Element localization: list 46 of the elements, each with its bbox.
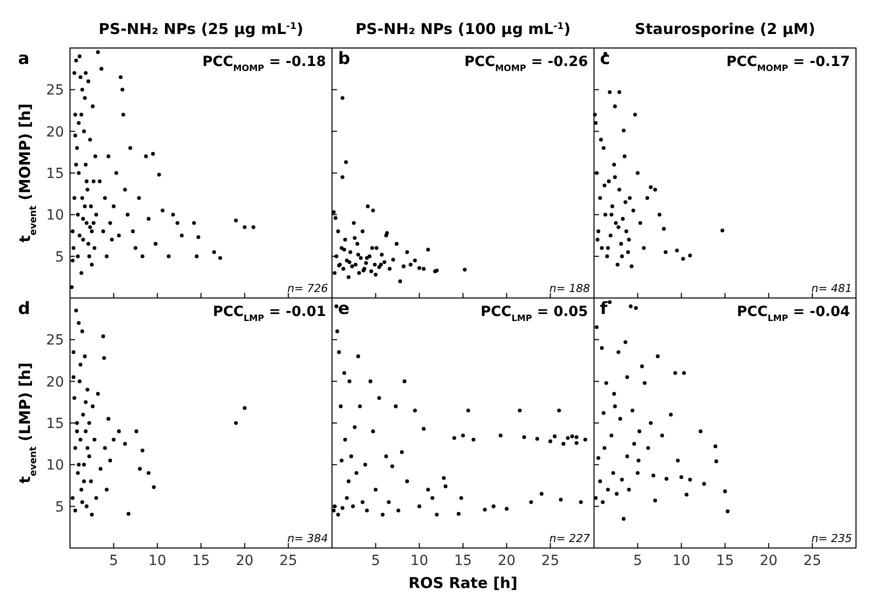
y-tick-label: 10 [46, 458, 64, 474]
annotation: n= 227 [549, 532, 590, 545]
chart-title: Staurosporine (2 µM) [634, 20, 816, 38]
y-tick-label: 5 [55, 249, 64, 266]
x-tick-label: 25 [803, 553, 822, 569]
y-tick-label: 20 [46, 124, 64, 140]
y-tick-label: 15 [46, 166, 64, 182]
annotation: n= 235 [811, 532, 852, 545]
x-axis-title: ROS Rate [h] [408, 574, 518, 592]
y-tick-label: 20 [46, 374, 64, 390]
x-tick-label: 5 [109, 553, 118, 569]
text: a [18, 49, 30, 69]
y-tick-label: 15 [46, 416, 64, 432]
x-tick-label: 20 [498, 553, 516, 569]
x-tick-label: 10 [672, 553, 690, 569]
y-tick-label: 5 [55, 499, 64, 516]
annotation: n= 481 [811, 282, 852, 295]
annotation: PCC$_{LMP}$ = 0.05 [480, 304, 588, 324]
annotation: e [338, 299, 350, 319]
text: d [18, 299, 30, 319]
y-tick-label: 10 [46, 208, 64, 224]
x-tick-label: 5 [633, 553, 642, 569]
annotation: b [338, 49, 350, 69]
annotation: n= 726 [287, 282, 328, 295]
annotation: PCC$_{LMP}$ = -0.01 [212, 304, 326, 324]
x-tick-label: 15 [716, 553, 734, 569]
x-tick-label: 10 [148, 553, 166, 569]
annotation: n= 188 [549, 282, 590, 295]
x-tick-label: 20 [236, 553, 254, 569]
x-tick-label: 20 [760, 553, 778, 569]
annotation: n= 384 [287, 532, 328, 545]
x-tick-label: 15 [192, 553, 210, 569]
annotation: f [600, 299, 608, 319]
annotation: PCC$_{MOMP}$ = -0.26 [464, 54, 588, 74]
x-tick-label: 25 [541, 553, 560, 569]
y-tick-label: 25 [46, 332, 64, 349]
y-tick-label: 25 [46, 82, 64, 99]
x-tick-label: 5 [371, 553, 380, 569]
annotation: PCC$_{MOMP}$ = -0.18 [202, 54, 326, 74]
x-tick-label: 15 [454, 553, 472, 569]
x-tick-label: 10 [410, 553, 428, 569]
x-tick-label: 25 [279, 553, 298, 569]
chart-title: PS-NH₂ NPs (25 µg mL$^{-1}$) [98, 20, 304, 38]
annotation: PCC$_{LMP}$ = -0.04 [736, 304, 850, 324]
annotation: PCC$_{MOMP}$ = -0.17 [726, 54, 850, 74]
chart-title: PS-NH₂ NPs (100 µg mL$^{-1}$) [355, 20, 571, 38]
